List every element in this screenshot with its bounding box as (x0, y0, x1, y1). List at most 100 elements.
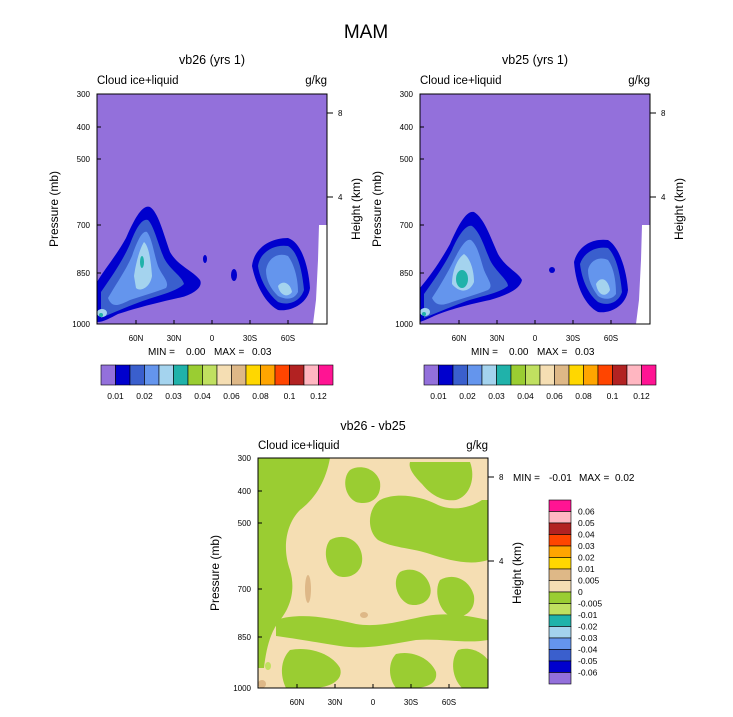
contour-level-neg-0.005 (409, 462, 473, 501)
latitude-tick: 30N (490, 334, 505, 343)
colorbar-label: 0.04 (194, 391, 211, 401)
pressure-tick: 700 (400, 221, 414, 230)
variable-label: Cloud ice+liquid (420, 75, 502, 87)
height-axis: 8 4 Height (km) (650, 109, 686, 240)
latitude-tick: 30N (167, 334, 182, 343)
contour-level-neg-0.005 (395, 569, 431, 606)
contour-level-0.04 (596, 279, 610, 295)
latitude-axis: 60N 30N 0 30S 60S (290, 684, 456, 707)
min-label: MIN = (148, 347, 175, 358)
contour-level-neg-0.005 (258, 458, 330, 668)
max-label: MAX = (579, 473, 609, 484)
contour-level-0.05 (422, 312, 426, 316)
latitude-tick: 30N (328, 698, 343, 707)
contour-level-0.04 (278, 282, 292, 296)
latitude-tick: 60N (129, 334, 144, 343)
colorbar-label: -0.005 (578, 599, 602, 609)
pressure-tick: 300 (238, 454, 252, 463)
pressure-tick: 400 (77, 123, 91, 132)
pressure-axis: 300 400 500 700 850 1000 Pressure (mb) (370, 90, 424, 329)
contour-level-0.01 (231, 269, 237, 281)
colorbar-label: -0.06 (578, 668, 598, 678)
pressure-tick: 500 (77, 155, 91, 164)
colorbar-swatches (548, 499, 572, 685)
pressure-tick: 700 (77, 221, 91, 230)
panel-title: vb26 - vb25 (340, 419, 405, 433)
min-max-readout: MIN = 0.00 MAX = 0.03 (471, 347, 595, 358)
panel-title: vb26 (yrs 1) (179, 53, 245, 67)
colorbar-label: 0.1 (284, 391, 296, 401)
pressure-tick: 850 (400, 269, 414, 278)
panel-difference: vb26 - vb25 Cloud ice+liquid g/kg (208, 419, 635, 707)
colorbar-label: 0.05 (578, 518, 595, 528)
latitude-tick: 30S (566, 334, 580, 343)
panel-vb26: vb26 (yrs 1) Cloud ice+liquid g/kg (47, 53, 363, 401)
colorbar: 0.01 0.02 0.03 0.04 0.06 0.08 0.1 0.12 (423, 364, 657, 401)
contour-field (420, 94, 650, 324)
colorbar: 0.06 0.05 0.04 0.03 0.02 0.01 0.005 0 -0… (548, 499, 602, 685)
height-axis: 8 4 Height (km) (488, 473, 524, 604)
min-label: MIN = (471, 347, 498, 358)
pressure-axis-label: Pressure (mb) (370, 171, 384, 247)
contour-level-neg-0.005 (369, 495, 488, 563)
colorbar-label: 0.005 (578, 576, 600, 586)
pressure-tick: 1000 (233, 684, 251, 693)
min-value: 0.00 (186, 347, 206, 358)
units-label: g/kg (628, 75, 650, 87)
colorbar-label: -0.03 (578, 633, 598, 643)
height-tick: 8 (338, 109, 343, 118)
pressure-tick: 300 (77, 90, 91, 99)
latitude-tick: 0 (210, 334, 215, 343)
latitude-tick: 0 (371, 698, 376, 707)
pressure-axis-label: Pressure (mb) (47, 171, 61, 247)
pressure-tick: 1000 (395, 320, 413, 329)
max-value: 0.03 (575, 347, 595, 358)
height-tick: 4 (661, 193, 666, 202)
contour-level-neg-0.005 (453, 648, 488, 688)
contour-level-0.05 (140, 256, 144, 268)
colorbar-swatches (423, 364, 657, 386)
missing-data-mask (636, 225, 650, 324)
pressure-axis-label: Pressure (mb) (208, 535, 222, 611)
units-label: g/kg (305, 75, 327, 87)
contour-level-0.05 (99, 313, 103, 317)
contour-level-neg-0.005 (437, 576, 475, 618)
max-label: MAX = (214, 347, 244, 358)
pressure-tick: 850 (77, 269, 91, 278)
contour-field (258, 458, 488, 688)
colorbar-label: 0.02 (136, 391, 153, 401)
colorbar-label: 0.1 (607, 391, 619, 401)
colorbar-label: 0.12 (633, 391, 650, 401)
pressure-tick: 700 (238, 585, 252, 594)
latitude-axis: 60N 30N 0 30S 60S (129, 320, 295, 343)
min-max-readout: MIN = -0.01 MAX = 0.02 (513, 473, 635, 484)
contour-level-0.01 (549, 267, 555, 273)
colorbar-label: 0.04 (517, 391, 534, 401)
height-tick: 4 (499, 557, 504, 566)
latitude-tick: 60N (452, 334, 467, 343)
contour-level-0.005 (258, 680, 266, 688)
contour-level-neg-0.005 (325, 536, 363, 578)
height-axis-label: Height (km) (672, 178, 686, 240)
pressure-tick: 500 (238, 519, 252, 528)
colorbar-label: -0.01 (578, 610, 598, 620)
colorbar-label: -0.02 (578, 622, 598, 632)
units-label: g/kg (466, 440, 488, 452)
min-value: -0.01 (549, 473, 572, 484)
colorbar-label: 0 (578, 587, 583, 597)
max-value: 0.02 (615, 473, 635, 484)
colorbar-label: 0.02 (459, 391, 476, 401)
colorbar-label: 0.08 (252, 391, 269, 401)
latitude-tick: 0 (533, 334, 538, 343)
colorbar-label: 0.06 (578, 507, 595, 517)
height-axis-label: Height (km) (349, 178, 363, 240)
height-tick: 4 (338, 193, 343, 202)
contour-level-neg-0.005 (345, 467, 381, 504)
contour-level-0.05 (456, 270, 468, 288)
colorbar-label: 0.01 (578, 564, 595, 574)
contour-level-0.005 (360, 612, 368, 618)
pressure-tick: 300 (400, 90, 414, 99)
latitude-tick: 30S (243, 334, 257, 343)
latitude-tick: 60S (281, 334, 295, 343)
